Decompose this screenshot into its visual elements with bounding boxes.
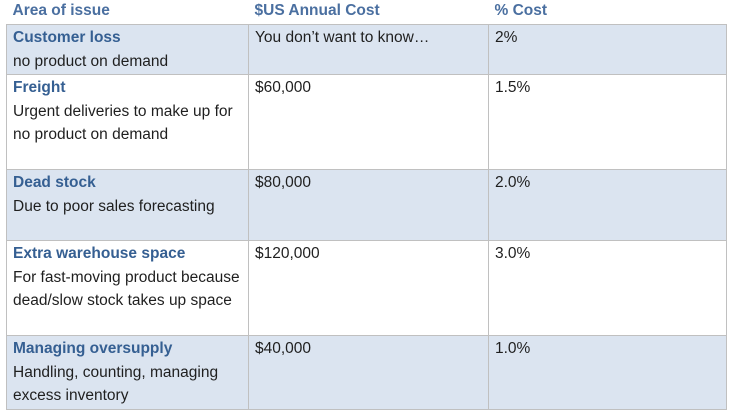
percent-cost-value: 1.0% xyxy=(495,340,531,357)
header-area-of-issue: Area of issue xyxy=(12,2,110,19)
annual-cost-value: $60,000 xyxy=(255,79,312,96)
percent-cost-value: 1.5% xyxy=(495,79,531,96)
issue-cell: Managing oversupply Handling, counting, … xyxy=(6,335,249,410)
issue-cell: Freight Urgent deliveries to make up for… xyxy=(6,74,249,170)
annual-cost-value: $40,000 xyxy=(255,340,312,357)
percent-cell: 2.0% xyxy=(488,169,727,241)
table-row: Dead stock Due to poor sales forecasting… xyxy=(6,169,727,241)
percent-cell: 2% xyxy=(488,24,727,75)
issue-title: Dead stock xyxy=(13,174,96,191)
issue-description: Handling, counting, managing excess inve… xyxy=(13,363,219,405)
table-row: Managing oversupply Handling, counting, … xyxy=(6,335,727,410)
header-annual-cost: $US Annual Cost xyxy=(254,2,380,19)
cost-cell: $40,000 xyxy=(248,335,489,410)
annual-cost-value: $120,000 xyxy=(255,245,320,262)
issue-cell: Customer loss no product on demand xyxy=(6,24,249,75)
annual-cost-value: $80,000 xyxy=(255,174,312,191)
issue-description: no product on demand xyxy=(13,52,169,70)
percent-cell: 3.0% xyxy=(488,240,727,336)
issue-title: Managing oversupply xyxy=(13,340,173,357)
header-row: Area of issue $US Annual Cost % Cost xyxy=(6,0,727,25)
header-percent-cost: % Cost xyxy=(494,2,548,19)
annual-cost-value: You don’t want to know… xyxy=(255,29,430,46)
issue-description: For fast-moving product because dead/slo… xyxy=(13,268,240,310)
issue-cell: Dead stock Due to poor sales forecasting xyxy=(6,169,249,241)
table-row: Customer loss no product on demand You d… xyxy=(6,24,727,75)
cost-cell: You don’t want to know… xyxy=(248,24,489,75)
table-header: Area of issue $US Annual Cost % Cost xyxy=(6,0,727,25)
issue-description: Due to poor sales forecasting xyxy=(13,197,215,215)
percent-cell: 1.5% xyxy=(488,74,727,170)
issue-title: Extra warehouse space xyxy=(13,245,186,262)
issue-title: Customer loss xyxy=(13,29,121,46)
table-row: Extra warehouse space For fast-moving pr… xyxy=(6,240,727,336)
issue-description: Urgent deliveries to make up for no prod… xyxy=(13,102,233,144)
cost-table: Area of issue $US Annual Cost % Cost Cus… xyxy=(6,0,727,410)
table-body: Customer loss no product on demand You d… xyxy=(6,24,727,410)
issue-title: Freight xyxy=(13,79,66,96)
table-row: Freight Urgent deliveries to make up for… xyxy=(6,74,727,170)
cost-cell: $120,000 xyxy=(248,240,489,336)
percent-cost-value: 2.0% xyxy=(495,174,531,191)
percent-cost-value: 3.0% xyxy=(495,245,531,262)
percent-cell: 1.0% xyxy=(488,335,727,410)
cost-cell: $60,000 xyxy=(248,74,489,170)
percent-cost-value: 2% xyxy=(495,29,518,46)
cost-cell: $80,000 xyxy=(248,169,489,241)
issue-cell: Extra warehouse space For fast-moving pr… xyxy=(6,240,249,336)
